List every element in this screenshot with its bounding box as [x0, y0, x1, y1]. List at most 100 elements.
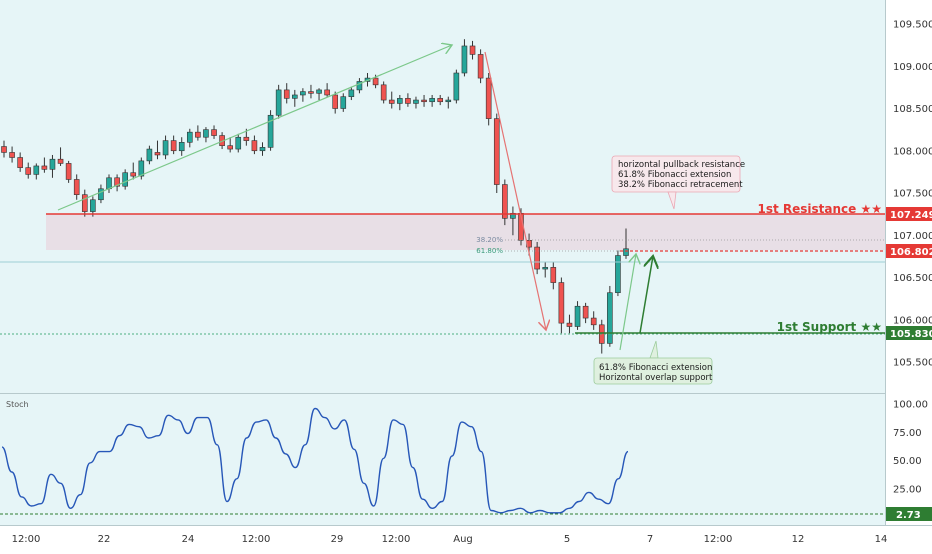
candle-body — [162, 140, 169, 156]
stoch-line — [1, 407, 629, 514]
time-tick-label: Aug — [453, 534, 473, 545]
candle-body — [243, 136, 250, 141]
candle-body — [275, 89, 282, 116]
time-tick-label: 14 — [875, 534, 888, 545]
candle-body — [130, 172, 137, 177]
candle-body — [388, 99, 395, 104]
price-axis[interactable] — [885, 0, 932, 525]
candle-body — [81, 194, 88, 212]
price-tick-label: 106.500 — [893, 273, 932, 284]
support-note: 61.8% Fibonacci extension Horizontal ove… — [593, 340, 713, 385]
support-price: 105.830 — [890, 329, 932, 340]
candle-body — [534, 246, 540, 270]
resistance-note-line-2: 61.8% Fibonacci extension — [618, 170, 731, 180]
candle-body — [283, 89, 290, 99]
uptrend-arrow — [57, 45, 452, 211]
candle-body — [251, 140, 258, 152]
downtrend-arrow — [484, 51, 546, 330]
candle-body — [477, 54, 484, 79]
candle-body — [413, 99, 419, 104]
candle-body — [445, 99, 452, 103]
resistance-note-line-1: horizontal pullback resistance — [618, 160, 745, 170]
candle-body — [485, 77, 492, 119]
candle-body — [461, 45, 468, 74]
candle-body — [429, 98, 435, 103]
candle-body — [9, 152, 15, 158]
candle-body — [348, 89, 355, 97]
candle-body — [49, 158, 56, 170]
candle-body — [332, 94, 338, 109]
candle-body — [41, 165, 48, 170]
time-tick-label: 12 — [792, 534, 805, 545]
candle-body — [235, 136, 242, 150]
time-tick-label: 12:00 — [704, 534, 733, 545]
candle-body — [502, 184, 508, 219]
stoch-current-value: 2.73 — [896, 510, 921, 521]
time-tick-label: 7 — [647, 534, 653, 545]
stoch-axis-ticks: 100.00 75.00 50.00 25.00 — [893, 400, 928, 496]
candle-body — [33, 165, 40, 175]
target-arrow — [639, 256, 653, 334]
candle-body — [542, 267, 549, 270]
candle-body — [57, 158, 64, 164]
candle-body — [421, 99, 427, 103]
main-pane — [0, 0, 885, 393]
price-tick-label: 107.500 — [893, 189, 932, 200]
candle-body — [25, 167, 32, 175]
time-tick-label: 29 — [331, 534, 344, 545]
candle-body — [186, 131, 193, 143]
candle-body — [146, 148, 153, 162]
time-axis[interactable] — [0, 525, 932, 550]
candle-body — [558, 282, 565, 324]
candle-body — [138, 160, 145, 177]
time-tick-label: 12:00 — [382, 534, 411, 545]
candle-body — [65, 163, 72, 180]
candle-body — [380, 84, 387, 101]
fib-382-label: 38.20% — [476, 236, 503, 244]
candle-body — [122, 172, 128, 187]
candle-body — [90, 199, 96, 212]
price-tick-label: 108.500 — [893, 104, 932, 115]
candle-body — [493, 118, 500, 185]
support-note-line-2: Horizontal overlap support — [599, 373, 713, 383]
resistance-price: 107.249 — [890, 210, 932, 221]
candle-body — [405, 98, 411, 104]
candle-body — [550, 267, 557, 283]
candle-body — [615, 255, 621, 294]
candle-body — [106, 177, 112, 190]
resistance-label: 1st Resistance ★★ — [757, 202, 882, 216]
candle-body — [154, 152, 161, 156]
resistance-note-line-3: 38.2% Fibonacci retracement — [618, 180, 743, 190]
candle-body — [340, 96, 347, 109]
resistance-zone — [46, 214, 885, 250]
time-tick-label: 12:00 — [242, 534, 271, 545]
bounce-arrow — [619, 254, 636, 351]
candle-body — [607, 292, 613, 344]
resistance-note: horizontal pullback resistance 61.8% Fib… — [611, 155, 745, 210]
price-tick-label: 105.500 — [893, 358, 932, 369]
price-tick-label: 109.000 — [893, 62, 932, 73]
candle-body — [324, 89, 330, 96]
candle-body — [590, 317, 597, 326]
candle-body — [453, 72, 460, 101]
candle-body — [437, 98, 444, 103]
candle-body — [566, 322, 573, 327]
candle-body — [1, 146, 7, 153]
candle-body — [227, 145, 233, 150]
candle-body — [574, 305, 581, 327]
candle-body — [17, 157, 23, 168]
candle-body — [469, 45, 476, 55]
price-axis-ticks: 109.500 109.000 108.500 108.000 107.500 107.0… — [893, 20, 932, 369]
target-price: 106.802 — [890, 247, 932, 258]
candle-body — [170, 140, 177, 152]
stoch-tick-label: 25.00 — [893, 485, 922, 496]
time-tick-label: 5 — [564, 534, 570, 545]
candle-body — [98, 188, 104, 201]
candle-body — [211, 129, 217, 136]
time-tick-label: 12:00 — [12, 534, 41, 545]
candle-body — [178, 142, 185, 152]
candle-body — [372, 77, 379, 86]
stoch-tick-label: 100.00 — [893, 400, 928, 411]
